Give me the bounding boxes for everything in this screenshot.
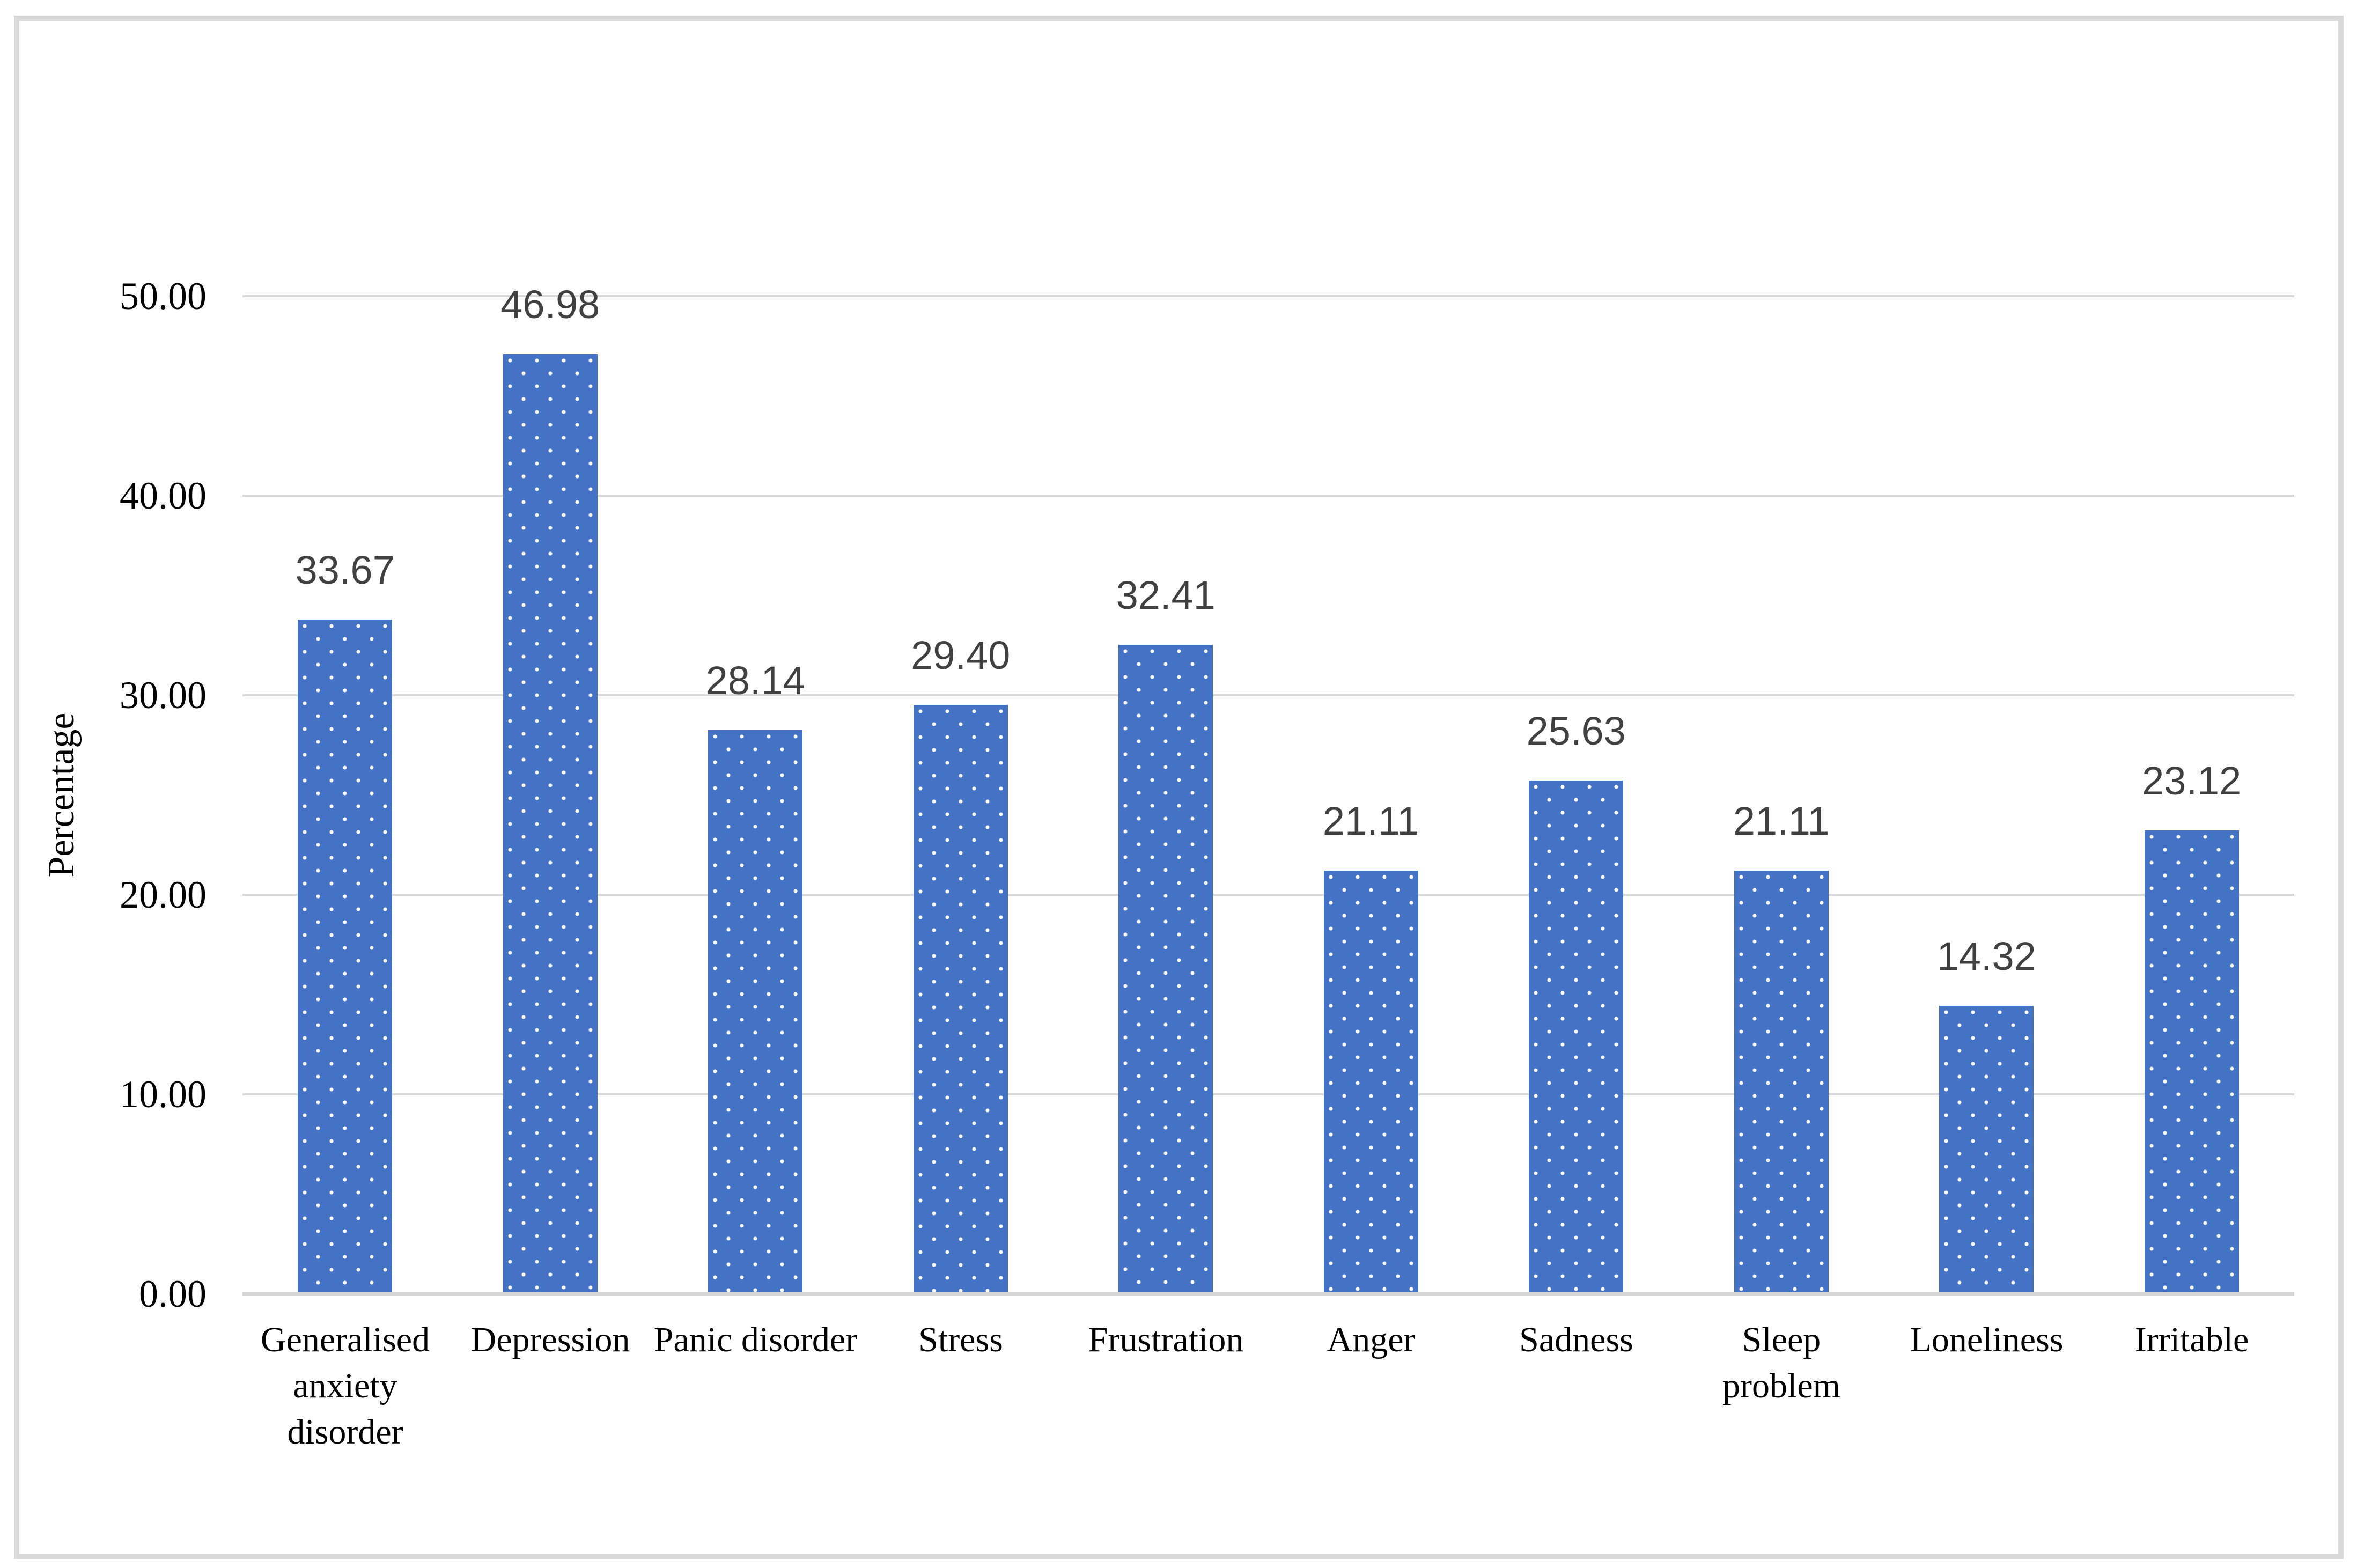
gridline-20.00 — [242, 894, 2294, 896]
value-label: 28.14 — [705, 658, 805, 703]
bar — [2144, 830, 2239, 1292]
category-label: Irritable — [2134, 1320, 2249, 1359]
category-label: Generalised anxiety disorder — [260, 1320, 430, 1452]
y-tick-label: 50.00 — [120, 275, 207, 318]
value-label: 33.67 — [295, 548, 395, 593]
y-tick-label: 10.00 — [120, 1073, 207, 1116]
value-label: 25.63 — [1526, 708, 1626, 753]
bar — [1939, 1006, 2034, 1292]
x-axis-line — [242, 1292, 2294, 1296]
y-tick-label: 0.00 — [139, 1272, 207, 1315]
value-label: 14.32 — [1936, 934, 2036, 979]
y-tick-label: 40.00 — [120, 474, 207, 517]
value-label: 46.98 — [500, 282, 600, 327]
bar — [298, 620, 393, 1292]
chart-frame-border — [14, 16, 2344, 1559]
plot-area: 33.67 46.98 28.14 29.40 32.41 21.11 25.63 21.11… — [242, 282, 2294, 1296]
value-label: 32.41 — [1116, 573, 1216, 618]
bar — [1734, 870, 1829, 1292]
y-tick-label: 20.00 — [120, 873, 207, 916]
gridline-40.00 — [242, 495, 2294, 497]
bar — [1118, 645, 1213, 1292]
value-label: 21.11 — [1322, 798, 1419, 843]
bar — [913, 705, 1008, 1292]
gridline-50.00 — [242, 295, 2294, 297]
gridline-10.00 — [242, 1093, 2294, 1095]
bar — [708, 730, 803, 1292]
category-label: Depression — [470, 1320, 630, 1359]
category-label: Sadness — [1519, 1320, 1633, 1359]
bar — [503, 354, 598, 1292]
bar — [1323, 870, 1418, 1292]
y-tick-label: 30.00 — [120, 674, 207, 717]
value-label: 23.12 — [2142, 758, 2242, 803]
gridline-30.00 — [242, 694, 2294, 696]
category-label: Anger — [1327, 1320, 1416, 1359]
value-label: 21.11 — [1733, 798, 1830, 843]
category-label: Loneliness — [1910, 1320, 2064, 1359]
value-label: 29.40 — [911, 633, 1011, 678]
category-label: Panic disorder — [653, 1320, 858, 1359]
bar — [1529, 780, 1624, 1292]
category-label: Frustration — [1088, 1320, 1244, 1359]
category-label: Sleep problem — [1722, 1320, 1840, 1405]
category-label: Stress — [918, 1320, 1003, 1359]
